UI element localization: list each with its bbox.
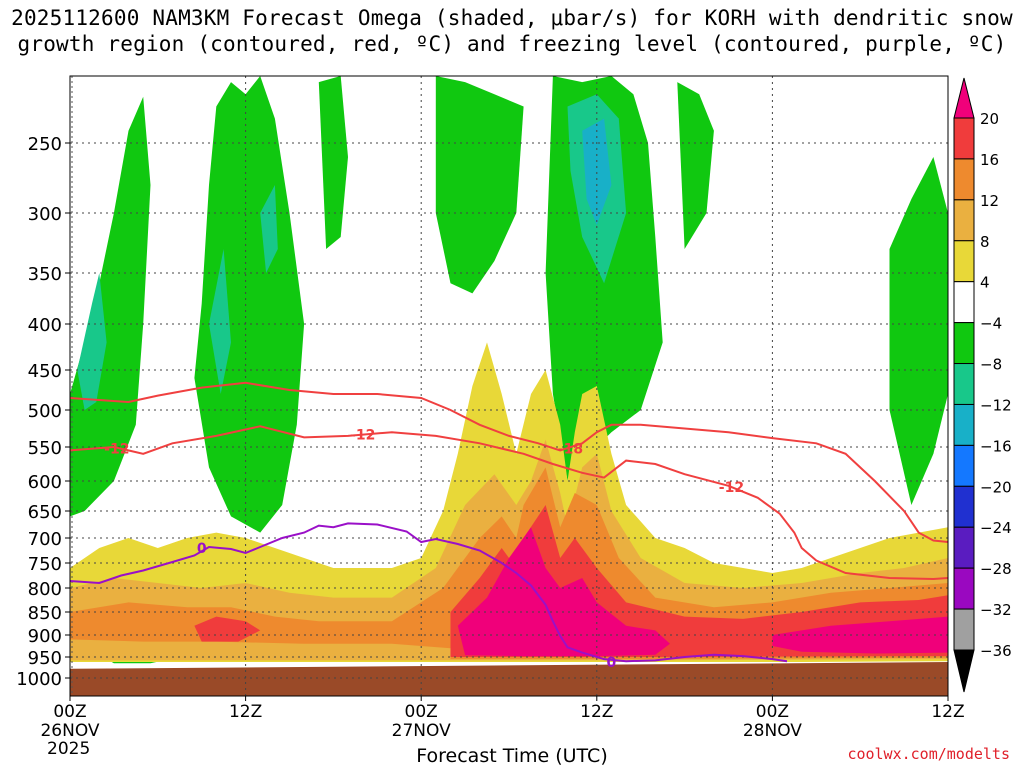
- colorbar-label-4: 4: [980, 274, 990, 292]
- x-tick-date-0: 26NOV: [40, 721, 99, 741]
- contour-line-0-2: [70, 522, 788, 663]
- contour-label-0: 0: [197, 541, 207, 557]
- colorbar-swatch-7: [953, 363, 975, 405]
- omega-green-region-0: [70, 96, 151, 517]
- x-tick-date-48: 28NOV: [743, 721, 802, 741]
- colorbar-swatch-6: [953, 322, 975, 365]
- x-tick-label-60: 12Z: [931, 702, 964, 722]
- colorbar-swatch-3: [953, 199, 975, 242]
- site-credit[interactable]: coolwx.com/modelts: [847, 745, 1010, 763]
- colorbar-label-m4: −4: [980, 315, 1002, 333]
- colorbar-label-m28: −28: [980, 560, 1012, 578]
- colorbar-swatch-10: [953, 485, 975, 528]
- y-tick-label-600: 600: [28, 472, 62, 493]
- colorbar-swatch-11: [953, 526, 975, 569]
- y-tick-label-1000: 1000: [16, 669, 62, 690]
- y-tick-label-750: 750: [28, 554, 62, 575]
- x-tick-date-24: 27NOV: [392, 721, 451, 741]
- chart-title-line2: growth region (contoured, red, ºC) and f…: [17, 32, 1007, 56]
- colorbar-swatch-8: [953, 403, 975, 446]
- omega-magenta-region-1: [772, 616, 948, 654]
- omega-magenta-region-0: [457, 527, 670, 657]
- y-tick-label-850: 850: [28, 603, 62, 624]
- y-tick-label-350: 350: [28, 264, 62, 285]
- omega-green-region-3: [435, 76, 524, 294]
- x-tick-label-24: 00Z: [405, 702, 438, 722]
- x-tick-label-0: 00Z: [53, 702, 86, 722]
- colorbar-swatch-1: [953, 117, 975, 160]
- y-tick-label-650: 650: [28, 502, 62, 523]
- colorbar-top-arrow: [953, 77, 975, 119]
- terrain-shading: [70, 662, 948, 696]
- x-tick-label-48: 00Z: [756, 702, 789, 722]
- omega-teal-region-1: [209, 249, 231, 394]
- colorbar-label-m8: −8: [980, 356, 1002, 374]
- colorbar-swatch-12: [953, 567, 975, 610]
- omega-green-region-6: [889, 157, 948, 505]
- plot-frame: [69, 75, 949, 697]
- omega-teal-region-2: [260, 185, 278, 273]
- chart-title-line1: 2025112600 NAM3KM Forecast Omega (shaded…: [11, 6, 1013, 30]
- y-tick-label-800: 800: [28, 579, 62, 600]
- omega-teal-region-0: [77, 273, 107, 410]
- omega-cyan-region-0: [582, 118, 612, 225]
- contour-label-m18: -18: [558, 441, 583, 457]
- x-tick-label-36: 12Z: [580, 702, 613, 722]
- contour-label-m12: -12: [350, 427, 375, 443]
- y-tick-label-900: 900: [28, 626, 62, 647]
- x-tick-label-12: 12Z: [229, 702, 262, 722]
- y-tick-label-500: 500: [28, 401, 62, 422]
- contour-label-m12: -12: [104, 441, 129, 457]
- colorbar-swatch-5: [953, 281, 975, 324]
- colorbar-label-m16: −16: [980, 437, 1012, 455]
- y-tick-label-400: 400: [28, 315, 62, 336]
- colorbar-label-m36: −36: [980, 642, 1012, 660]
- contour-line-m18-1: [70, 381, 948, 543]
- colorbar-label-8: 8: [980, 233, 990, 251]
- contour-label-m12: -12: [719, 480, 744, 496]
- y-tick-label-550: 550: [28, 438, 62, 459]
- colorbar-label-m24: −24: [980, 519, 1012, 537]
- x-tick-year-0: 2025: [47, 739, 90, 759]
- colorbar-bottom-arrow: [953, 649, 975, 693]
- y-tick-label-950: 950: [28, 648, 62, 669]
- y-tick-label-450: 450: [28, 361, 62, 382]
- x-axis-title: Forecast Time (UTC): [416, 745, 608, 767]
- y-tick-label-250: 250: [28, 134, 62, 155]
- colorbar-swatch-4: [953, 240, 975, 283]
- colorbar-label-12: 12: [980, 192, 999, 210]
- colorbar-swatch-9: [953, 444, 975, 487]
- colorbar-label-m32: −32: [980, 601, 1012, 619]
- colorbar-label-m12: −12: [980, 396, 1012, 414]
- colorbar-label-16: 16: [980, 151, 999, 169]
- contour-label-0: 0: [607, 655, 617, 671]
- colorbar-swatch-13: [953, 608, 975, 651]
- omega-green-region-1: [194, 76, 305, 533]
- colorbar-label-20: 20: [980, 110, 999, 128]
- contour-line-m12-0: [70, 425, 948, 581]
- omega-red-region-1: [194, 616, 261, 642]
- omega-green-region-5: [677, 82, 714, 249]
- omega-green-region-2: [318, 76, 348, 249]
- y-tick-label-300: 300: [28, 204, 62, 225]
- y-tick-label-700: 700: [28, 529, 62, 550]
- colorbar-label-m20: −20: [980, 478, 1012, 496]
- colorbar-swatch-2: [953, 158, 975, 201]
